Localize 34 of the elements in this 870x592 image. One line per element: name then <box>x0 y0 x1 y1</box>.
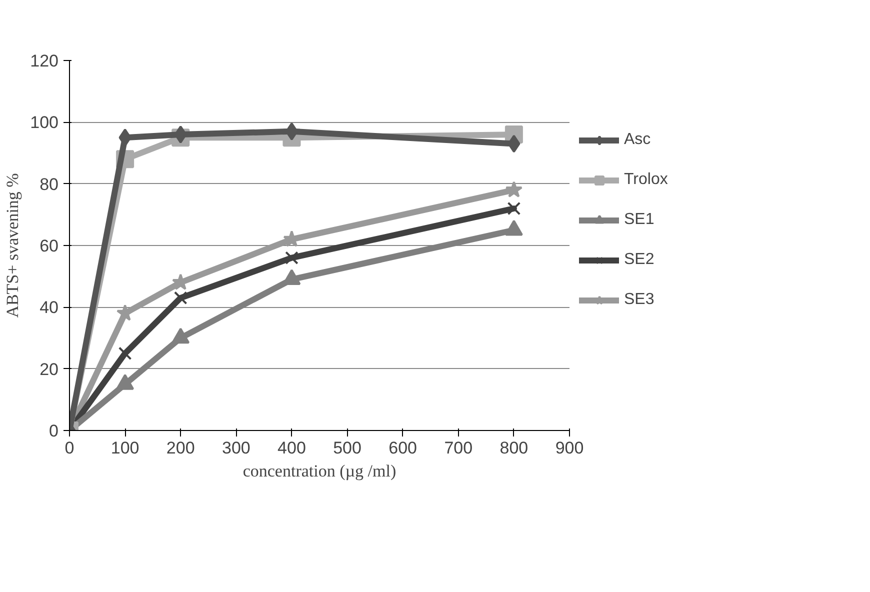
x-tick-label: 700 <box>444 438 473 458</box>
y-tick-label: 0 <box>49 422 59 440</box>
legend-label: SE2 <box>624 251 654 269</box>
x-axis-title: concentration (µg /ml) <box>242 462 396 480</box>
x-tick-label: 900 <box>555 438 584 458</box>
point <box>172 328 190 344</box>
y-tick-label: 60 <box>40 236 59 256</box>
x-tick-label: 800 <box>500 438 528 458</box>
point <box>285 251 298 264</box>
point <box>174 126 187 144</box>
y-tick-label: 100 <box>30 113 59 132</box>
point <box>174 291 188 305</box>
x-tick-label: 500 <box>333 438 362 458</box>
x-tick-label: 100 <box>110 438 140 458</box>
legend-label: SE1 <box>624 211 654 229</box>
y-tick-label: 40 <box>40 298 59 318</box>
legend-label: Asc <box>624 131 651 149</box>
y-axis-title: ABTS+ svavening % <box>3 173 22 318</box>
x-tick-label: 300 <box>222 438 250 458</box>
legend-label: Trolox <box>624 171 668 189</box>
x-tick-label: 0 <box>64 438 74 458</box>
x-tick-label: 200 <box>166 438 195 458</box>
point <box>505 181 523 198</box>
y-tick-label: 120 <box>30 52 59 70</box>
legend-label: SE3 <box>624 291 654 309</box>
y-tick-label: 80 <box>40 174 59 194</box>
x-tick-label: 400 <box>278 438 306 458</box>
y-tick-label: 20 <box>40 360 59 379</box>
point <box>116 374 134 390</box>
point <box>507 202 521 216</box>
point <box>285 122 298 140</box>
point <box>118 128 132 147</box>
point <box>508 134 520 153</box>
x-tick-label: 600 <box>388 438 418 458</box>
